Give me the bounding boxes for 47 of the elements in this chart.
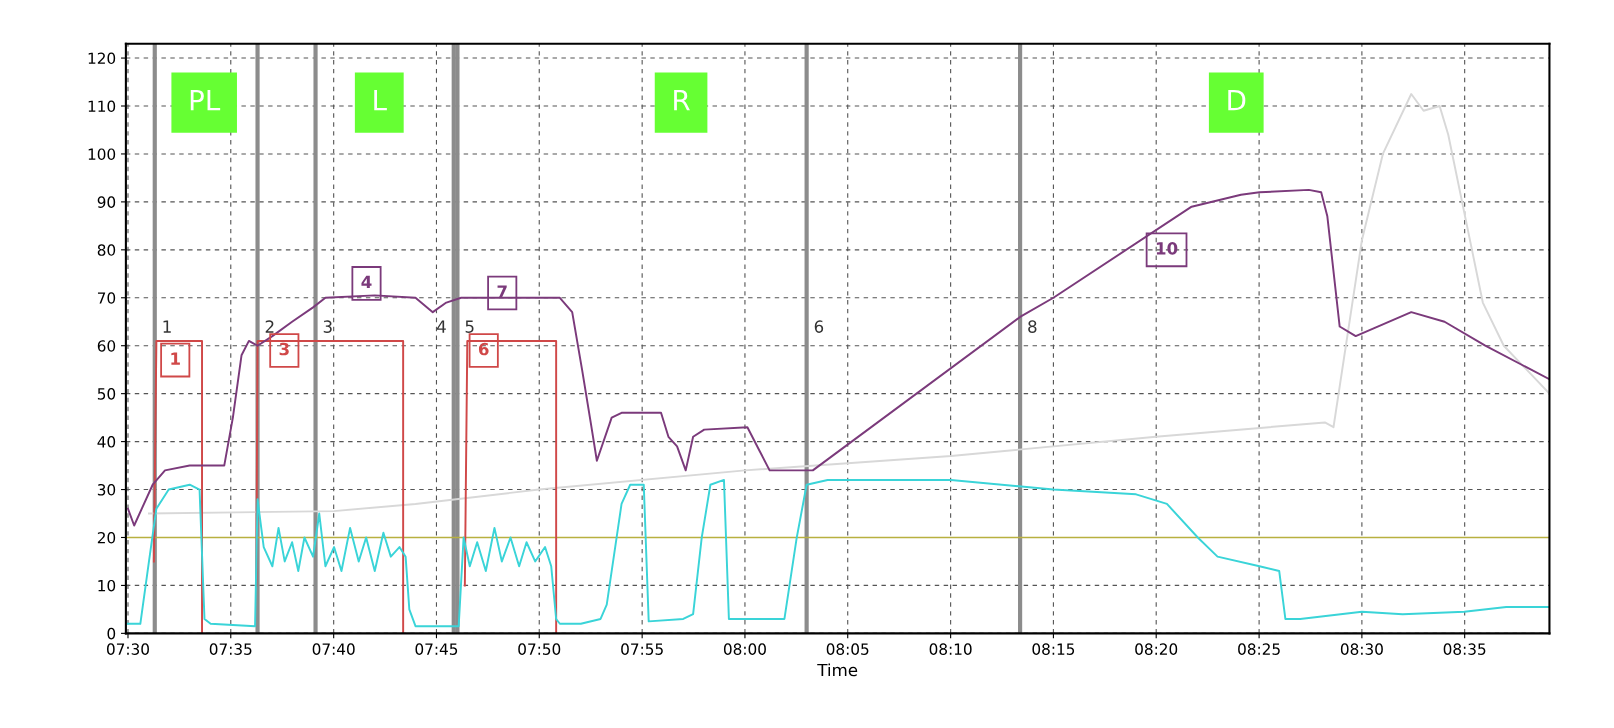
annotation: 10 [1156,242,1178,255]
y-tick-label: 0 [107,627,116,640]
y-tick-label: 40 [97,436,116,448]
annotation: 6 [478,342,489,356]
x-tick-label: 07:40 [312,643,355,655]
x-tick-label: 08:05 [826,643,869,655]
annotation: 5 [465,320,474,333]
annotation: 2 [265,320,274,333]
annotation: 1 [171,352,180,365]
annotation: 4 [361,275,372,288]
y-tick-label: 50 [97,388,116,400]
y-tick-label: 70 [97,292,116,304]
annotation: 8 [1028,320,1037,333]
x-tick-label: 07:30 [106,643,149,655]
line-series [127,478,1550,628]
x-tick-label: 08:25 [1238,643,1280,655]
annotation: 3 [279,342,289,356]
x-axis-title: Time [817,663,858,677]
y-tick-label: 60 [97,340,116,352]
annotation: PL [190,90,221,111]
y-tick-label: 10 [98,579,116,592]
annotation: 1 [163,320,171,333]
annotation: 4 [437,320,446,333]
y-tick-label: 20 [97,531,116,544]
x-tick-label: 08:10 [929,643,972,655]
y-tick-label: 120 [88,52,116,65]
annotation: 7 [497,285,507,298]
y-tick-label: 30 [97,484,116,496]
x-tick-label: 08:20 [1135,643,1178,655]
x-tick-label: 08:15 [1032,643,1075,655]
line-series [127,188,1550,527]
x-tick-label: 08:00 [723,643,766,655]
annotation: D [1228,90,1246,111]
y-tick-label: 80 [97,244,116,256]
annotation: R [674,90,690,111]
x-tick-label: 07:55 [621,643,663,655]
annotation: 3 [323,320,332,333]
x-tick-label: 08:35 [1443,643,1486,655]
y-tick-label: 90 [97,196,116,208]
x-tick-label: 07:35 [209,643,252,655]
x-tick-label: 07:45 [415,643,458,655]
y-tick-label: 100 [88,148,116,160]
x-tick-label: 07:50 [518,643,561,655]
y-tick-label: 110 [88,100,116,113]
annotation: 6 [814,320,824,333]
x-tick-label: 08:30 [1340,643,1383,655]
annotation: L [374,90,387,111]
